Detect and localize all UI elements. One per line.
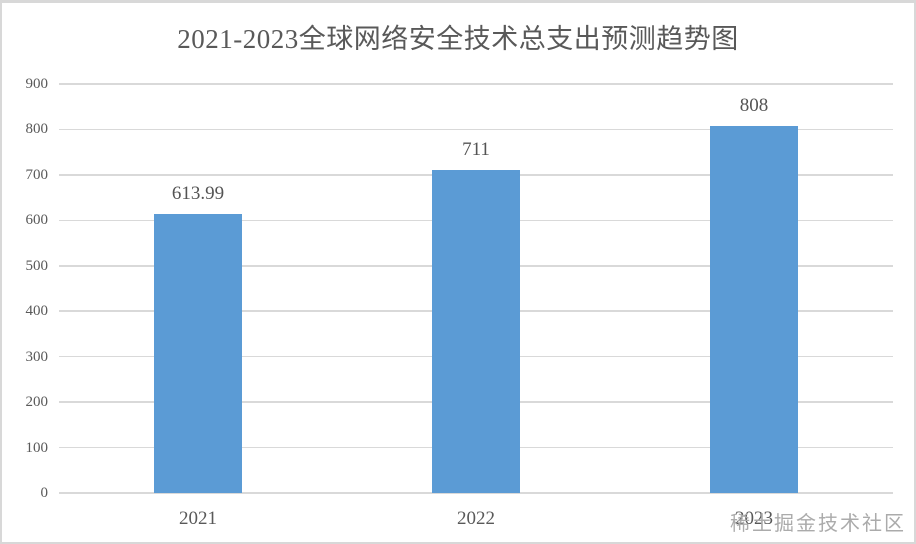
chart-title: 2021-2023全球网络安全技术总支出预测趋势图 [177, 24, 739, 54]
x-axis-tick-label: 2021 [179, 508, 217, 529]
y-axis-tick-label: 300 [25, 348, 49, 365]
gridline [59, 128, 893, 131]
y-axis-tick-label: 100 [25, 439, 49, 456]
y-axis-tick-label: 400 [25, 303, 49, 320]
gridline [59, 83, 893, 85]
y-axis-tick-label: 900 [25, 76, 49, 92]
bar-2022 [432, 169, 520, 493]
watermark-text: 稀土掘金技术社区 [730, 513, 906, 535]
gridline [59, 492, 893, 494]
x-axis-tick-label: 2023 [735, 508, 773, 529]
bar-value-label: 613.99 [171, 182, 225, 204]
y-axis-tick-label: 0 [40, 485, 49, 501]
x-axis-tick-label: 2022 [457, 508, 495, 529]
y-axis-tick-label: 200 [25, 394, 49, 411]
bar-value-label: 711 [462, 138, 490, 160]
y-axis-tick-label: 800 [25, 121, 49, 138]
y-axis-tick-label: 500 [25, 257, 49, 274]
bar-value-label: 808 [739, 94, 769, 116]
y-axis-tick-label: 600 [25, 212, 49, 229]
bar-2021 [154, 213, 242, 493]
y-axis-tick-label: 700 [25, 166, 49, 183]
bar-chart-plot-area: 900 800 700 600 500 400 300 200 100 0 613.99 2021 71… [2, 3, 914, 542]
bar-2023 [710, 125, 798, 493]
